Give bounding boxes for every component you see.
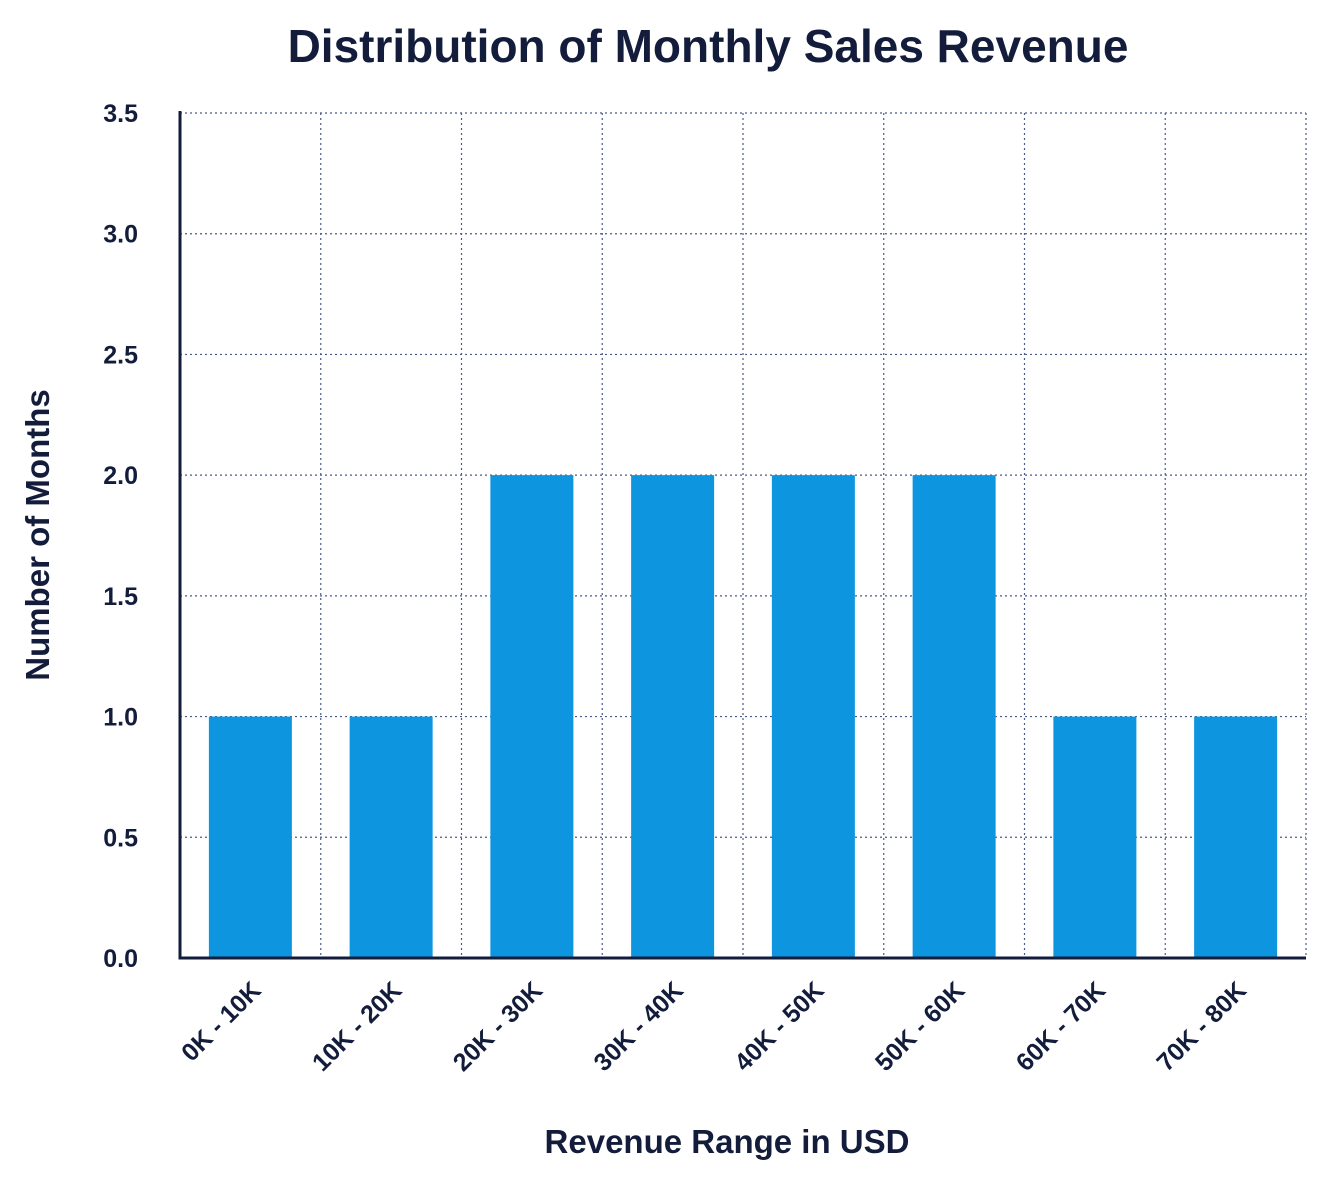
bar bbox=[771, 475, 855, 958]
y-tick-label: 0.5 bbox=[103, 824, 138, 852]
bar bbox=[631, 475, 715, 958]
bar bbox=[349, 716, 433, 958]
x-tick-label: 20K - 30K bbox=[448, 976, 548, 1076]
y-tick-label: 3.5 bbox=[103, 100, 138, 128]
x-tick-label: 40K - 50K bbox=[729, 976, 829, 1076]
x-tick-labels: 0K - 10K 10K - 20K 20K - 30K 30K - 40K 40K -… bbox=[176, 976, 1252, 1076]
x-tick-label: 0K - 10K bbox=[176, 976, 267, 1067]
x-tick-label: 50K - 60K bbox=[870, 976, 970, 1076]
bar bbox=[490, 475, 574, 958]
chart-title: Distribution of Monthly Sales Revenue bbox=[288, 20, 1129, 72]
y-tick-label: 1.5 bbox=[103, 583, 138, 611]
y-axis-label: Number of Months bbox=[19, 389, 56, 680]
bar bbox=[912, 475, 996, 958]
bar bbox=[1194, 716, 1278, 958]
bars bbox=[208, 475, 1278, 958]
x-tick-label: 10K - 20K bbox=[307, 976, 407, 1076]
y-tick-label: 3.0 bbox=[103, 221, 138, 249]
bar bbox=[208, 716, 292, 958]
x-axis-label: Revenue Range in USD bbox=[545, 1123, 910, 1160]
bar bbox=[1053, 716, 1137, 958]
y-tick-label: 0.0 bbox=[103, 945, 138, 973]
x-tick-label: 70K - 80K bbox=[1151, 976, 1251, 1076]
x-tick-label: 60K - 70K bbox=[1011, 976, 1111, 1076]
y-tick-labels: 0.0 0.5 1.0 1.5 2.0 2.5 3.0 3.5 bbox=[103, 100, 138, 973]
y-tick-label: 2.5 bbox=[103, 341, 138, 369]
x-tick-label: 30K - 40K bbox=[588, 976, 688, 1076]
grid-lines bbox=[180, 112, 1307, 958]
y-tick-label: 2.0 bbox=[103, 462, 138, 490]
y-tick-label: 1.0 bbox=[103, 704, 138, 732]
axes bbox=[178, 111, 1306, 960]
